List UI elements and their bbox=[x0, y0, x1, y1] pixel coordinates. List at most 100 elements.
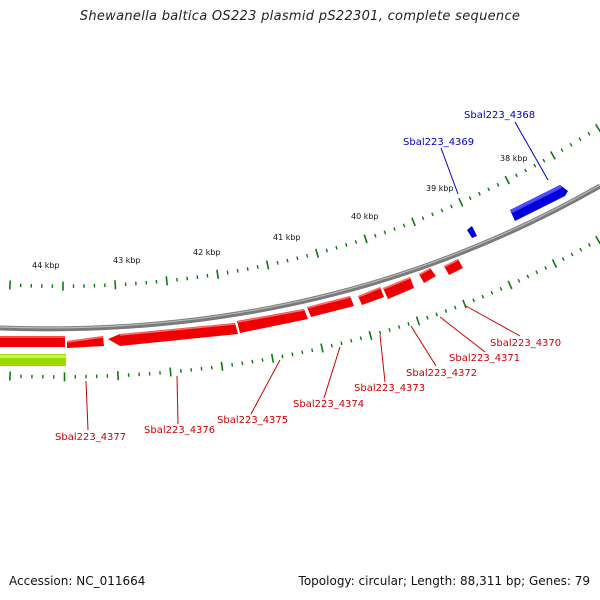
outer-ring-minor-tick bbox=[206, 273, 209, 278]
scale-label-41kbp: 41 kbp bbox=[273, 233, 301, 242]
outer-ring-minor-tick bbox=[524, 168, 528, 173]
label-sbal223-4374[interactable]: Sbal223_4374 bbox=[293, 399, 364, 410]
inner-ring-minor-tick bbox=[301, 350, 304, 355]
inner-ring-major-tick bbox=[595, 235, 600, 245]
leader-sbal223-4376 bbox=[176, 375, 179, 425]
inner-ring-minor-tick bbox=[499, 286, 503, 291]
outer-ring-minor-tick bbox=[533, 163, 537, 168]
gene-sbal223-4374[interactable] bbox=[307, 296, 354, 317]
inner-ring-minor-tick bbox=[359, 336, 363, 341]
outer-ring-major-tick bbox=[265, 260, 270, 270]
gene-sbal223-4377[interactable] bbox=[67, 336, 104, 348]
outer-ring-major-tick bbox=[315, 248, 319, 258]
scale-label-39kbp: 39 kbp bbox=[426, 184, 454, 193]
outer-ring-minor-tick bbox=[236, 268, 239, 273]
inner-ring-minor-tick bbox=[281, 354, 284, 359]
inner-ring-minor-tick bbox=[291, 352, 294, 357]
leader-sbal223-4372 bbox=[410, 325, 437, 367]
gene-sbal223-4368-shade bbox=[510, 185, 562, 213]
reverse-strand-genes bbox=[0, 259, 463, 348]
label-sbal223-4375[interactable]: Sbal223_4375 bbox=[217, 415, 288, 426]
label-sbal223-4372[interactable]: Sbal223_4372 bbox=[406, 368, 477, 379]
label-sbal223-4376[interactable]: Sbal223_4376 bbox=[144, 425, 215, 436]
inner-ring-minor-tick bbox=[397, 325, 401, 329]
inner-ring-minor-tick bbox=[587, 242, 591, 247]
inner-ring-minor-tick bbox=[261, 358, 264, 362]
outer-ring-minor-tick bbox=[256, 265, 259, 269]
outer-ring-major-tick bbox=[458, 197, 464, 207]
inner-ring-minor-tick bbox=[340, 341, 343, 346]
outer-ring-minor-tick bbox=[383, 230, 387, 235]
outer-ring-minor-tick bbox=[478, 191, 481, 196]
label-sbal223-4370[interactable]: Sbal223_4370 bbox=[490, 338, 561, 349]
gene-sbal223-4371[interactable] bbox=[419, 268, 436, 283]
outer-ring-major-tick bbox=[165, 276, 168, 286]
scale-label-43kbp: 43 kbp bbox=[113, 256, 141, 265]
label-sbal223-4369[interactable]: Sbal223_4369 bbox=[403, 137, 474, 148]
scale-label-38kbp: 38 kbp bbox=[500, 154, 528, 163]
scale-label-42kbp: 42 kbp bbox=[193, 248, 221, 257]
label-sbal223-4371[interactable]: Sbal223_4371 bbox=[449, 353, 520, 364]
gene-sbal223-4373[interactable] bbox=[358, 287, 384, 305]
inner-ring-minor-tick bbox=[444, 309, 448, 313]
outer-ring-minor-tick bbox=[468, 196, 472, 200]
outer-ring-minor-tick bbox=[393, 227, 396, 231]
inner-ring-major-tick bbox=[415, 316, 421, 326]
outer-ring-minor-tick bbox=[514, 173, 518, 178]
scale-label-40kbp: 40 kbp bbox=[351, 212, 379, 221]
gene-sbal223-4376[interactable] bbox=[108, 323, 238, 346]
inner-ring-major-tick bbox=[320, 343, 324, 353]
inner-ring-minor-tick bbox=[231, 362, 234, 367]
inner-ring-minor-tick bbox=[388, 328, 391, 332]
outer-ring-minor-tick bbox=[374, 233, 377, 238]
inner-ring-minor-tick bbox=[330, 343, 333, 348]
label-sbal223-4368[interactable]: Sbal223_4368 bbox=[464, 110, 535, 121]
label-sbal223-4377[interactable]: Sbal223_4377 bbox=[55, 432, 126, 443]
gene-sbal223-4370[interactable] bbox=[444, 259, 463, 275]
outer-ring-minor-tick bbox=[296, 256, 299, 261]
gene-partial-left[interactable] bbox=[0, 336, 65, 347]
outer-ring-minor-tick bbox=[335, 245, 338, 250]
outer-ring-major-tick bbox=[594, 123, 600, 133]
outer-ring-minor-tick bbox=[569, 142, 573, 147]
inner-ring-minor-tick bbox=[517, 278, 521, 283]
inner-ring-minor-tick bbox=[350, 338, 353, 343]
outer-ring-minor-tick bbox=[421, 216, 425, 221]
inner-ring-minor-tick bbox=[481, 294, 485, 299]
inner-ring-minor-tick bbox=[378, 330, 382, 335]
outer-ring-minor-tick bbox=[440, 208, 444, 213]
outer-ring-minor-tick bbox=[578, 137, 582, 142]
inner-ring-minor-tick bbox=[311, 348, 314, 353]
gene-sbal223-4368[interactable] bbox=[510, 185, 568, 221]
sequence-backbone-highlight bbox=[0, 184, 600, 329]
inner-ring-minor-tick bbox=[544, 266, 548, 270]
inner-ring-major-tick bbox=[507, 280, 513, 290]
leader-sbal223-4368 bbox=[514, 121, 549, 181]
outer-ring-major-tick bbox=[114, 280, 117, 290]
inner-ring-major-tick bbox=[551, 259, 558, 268]
inner-ring-minor-tick bbox=[251, 359, 254, 364]
outer-ring-minor-tick bbox=[542, 158, 546, 163]
outer-ring-minor-tick bbox=[276, 260, 279, 265]
outer-ring-major-tick bbox=[504, 175, 511, 185]
outer-ring-major-tick bbox=[550, 151, 556, 160]
leader-sbal223-4373 bbox=[379, 334, 386, 383]
label-sbal223-4373[interactable]: Sbal223_4373 bbox=[354, 383, 425, 394]
outer-ring-minor-tick bbox=[496, 182, 500, 187]
inner-ring-major-tick bbox=[220, 361, 224, 371]
map-title: Shewanella baltica OS223 plasmid pS22301… bbox=[79, 9, 521, 24]
leader-sbal223-4369 bbox=[440, 147, 459, 195]
inner-ring-minor-tick bbox=[435, 312, 438, 317]
inner-ring-minor-tick bbox=[453, 305, 457, 310]
inner-ring-minor-tick bbox=[561, 257, 565, 261]
gene-sbal223-4375[interactable] bbox=[237, 309, 308, 333]
inner-ring-major-tick bbox=[462, 299, 467, 309]
outer-tick-ring bbox=[9, 123, 600, 291]
inner-tick-ring bbox=[9, 235, 600, 382]
gene-sbal223-4372[interactable] bbox=[383, 277, 414, 299]
outer-ring-major-tick bbox=[363, 234, 368, 244]
outer-ring-minor-tick bbox=[306, 253, 309, 258]
outer-ring-minor-tick bbox=[450, 204, 453, 209]
outer-ring-minor-tick bbox=[226, 270, 229, 275]
gene-sbal223-4369[interactable] bbox=[467, 226, 477, 238]
